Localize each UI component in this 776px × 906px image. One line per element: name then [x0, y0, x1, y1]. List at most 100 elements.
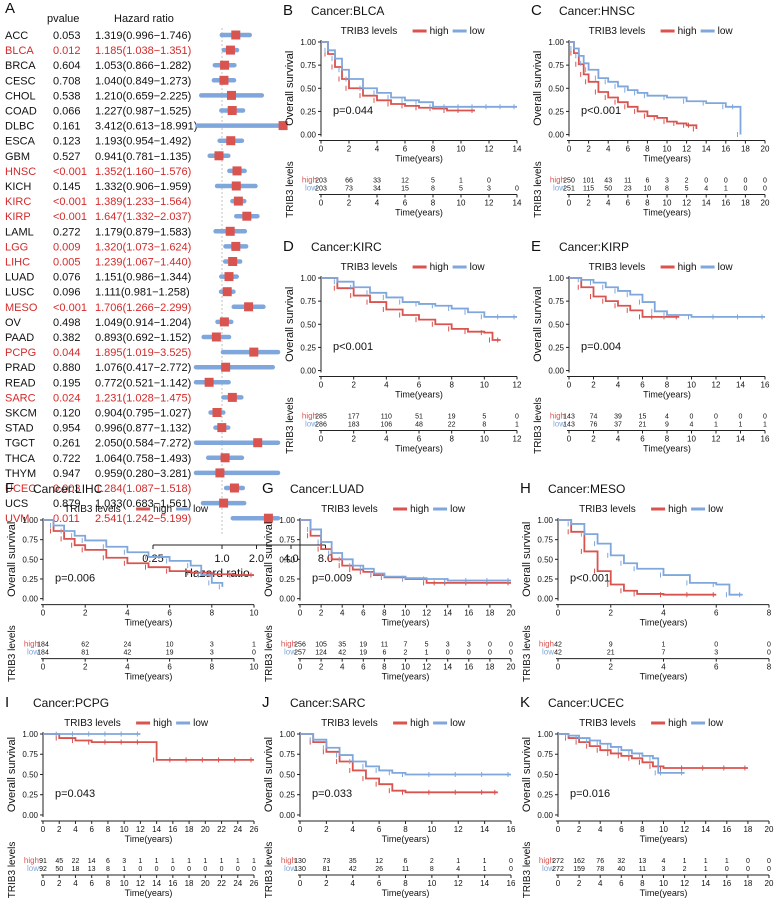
risk-count-high: 42 — [554, 642, 562, 649]
forest-hr-ci: 1.284(1.087−1.518) — [95, 483, 191, 495]
risk-x-tick-label: 4 — [661, 663, 666, 672]
risk-x-tick-label: 2 — [586, 199, 591, 208]
legend-title: TRIB3 levels — [341, 262, 398, 273]
legend-title: TRIB3 levels — [589, 262, 646, 273]
risk-count-low: 42 — [554, 650, 562, 657]
forest-pvalue: 0.272 — [53, 226, 81, 238]
risk-count-low: 203 — [315, 186, 327, 193]
risk-x-tick-label: 4 — [73, 879, 78, 888]
legend-high-label: high — [153, 504, 172, 515]
km-y-label: Overall survival — [263, 737, 275, 812]
km-y-tick-label: 0.50 — [537, 770, 553, 779]
risk-count-low: 0 — [203, 866, 207, 873]
forest-cancer-label: CESC — [5, 75, 36, 87]
km-x-tick-label: 0 — [298, 825, 303, 834]
km-y-tick-label: 0.25 — [548, 107, 564, 116]
km-x-tick-label: 4 — [351, 825, 356, 834]
risk-count-high: 7 — [404, 642, 408, 649]
km-x-label: Time(years) — [643, 154, 691, 164]
risk-count-high: 0 — [690, 414, 694, 421]
risk-count-high: 0 — [515, 414, 519, 421]
risk-count-low: 10 — [644, 186, 652, 193]
risk-row-label-low: low — [284, 648, 296, 657]
risk-count-high: 1 — [252, 858, 256, 865]
km-x-tick-label: 18 — [741, 145, 750, 154]
risk-x-tick-label: 10 — [401, 663, 410, 672]
km-y-tick-label: 0.75 — [537, 536, 553, 545]
risk-count-high: 0 — [739, 414, 743, 421]
km-y-label: Overall survival — [532, 51, 544, 126]
km-y-label: Overall survival — [263, 522, 275, 597]
risk-x-tick-label: 12 — [485, 199, 494, 208]
panel-letter: F — [5, 480, 14, 497]
risk-count-low: 6 — [382, 650, 386, 657]
risk-x-tick-label: 2 — [591, 435, 596, 444]
risk-x-tick-label: 4 — [351, 879, 356, 888]
km-x-tick-label: 2 — [351, 381, 356, 390]
km-x-tick-label: 8 — [665, 381, 670, 390]
risk-count-high: 5 — [431, 178, 435, 185]
km-pvalue: p<0.001 — [333, 341, 373, 353]
risk-count-low: 4 — [690, 422, 694, 429]
risk-x-tick-label: 6 — [619, 879, 624, 888]
risk-x-tick-label: 20 — [765, 879, 774, 888]
risk-count-low: 0 — [767, 866, 771, 873]
risk-count-low: 34 — [373, 186, 381, 193]
km-x-tick-label: 6 — [640, 381, 645, 390]
km-x-tick-label: 14 — [443, 609, 452, 618]
forest-cancer-label: LAML — [5, 226, 34, 238]
km-x-tick-label: 12 — [682, 145, 691, 154]
km-y-tick-label: 1.00 — [279, 516, 295, 525]
legend-low-label: low — [708, 504, 724, 515]
risk-table-title: TRIB3 levels — [285, 161, 296, 218]
risk-count-high: 13 — [639, 858, 647, 865]
risk-count-low: 184 — [37, 650, 49, 657]
risk-count-high: 1 — [459, 178, 463, 185]
forest-header-hr: Hazard ratio — [114, 13, 174, 25]
risk-count-high: 177 — [348, 414, 360, 421]
legend-low-label: low — [193, 718, 209, 729]
risk-x-tick-label: 2 — [609, 663, 614, 672]
legend-high-label: high — [430, 262, 449, 273]
km-y-label: Overall survival — [284, 287, 296, 362]
km-pvalue: p=0.009 — [312, 572, 352, 584]
risk-x-tick-label: 12 — [712, 435, 721, 444]
km-title: Cancer:PCPG — [33, 696, 109, 710]
risk-x-tick-label: 12 — [680, 879, 689, 888]
risk-count-low: 8 — [431, 186, 435, 193]
km-y-tick-label: 0.00 — [537, 595, 553, 604]
km-x-tick-label: 0 — [319, 145, 324, 154]
km-curve-low — [300, 733, 511, 776]
forest-cancer-label: UCS — [5, 498, 28, 510]
risk-row-label-high: high — [539, 640, 554, 649]
forest-hr-ci: 1.227(0.987−1.525) — [95, 106, 191, 118]
risk-row-label-low: low — [542, 864, 554, 873]
risk-count-high: 66 — [345, 178, 353, 185]
risk-x-tick-label: 18 — [741, 199, 750, 208]
forest-cancer-label: BRCA — [5, 60, 36, 72]
risk-count-low: 21 — [639, 422, 647, 429]
forest-cancer-label: BLCA — [5, 45, 34, 57]
risk-count-low: 81 — [322, 866, 330, 873]
km-x-tick-label: 18 — [743, 825, 752, 834]
km-y-tick-label: 1.00 — [22, 730, 38, 739]
legend-high-label: high — [678, 262, 697, 273]
forest-hr-box — [217, 423, 227, 433]
risk-count-high: 3 — [446, 642, 450, 649]
forest-pvalue: 0.012 — [53, 45, 81, 57]
forest-pvalue: 0.053 — [53, 30, 81, 42]
km-curve-low — [300, 519, 511, 582]
risk-x-tick-label: 12 — [682, 199, 691, 208]
risk-count-low: 0 — [515, 186, 519, 193]
km-y-tick-label: 0.00 — [22, 811, 38, 820]
km-x-tick-label: 12 — [485, 145, 494, 154]
km-x-tick-label: 14 — [513, 145, 522, 154]
km-x-tick-label: 14 — [480, 825, 489, 834]
km-pvalue: p<0.001 — [570, 572, 610, 584]
risk-x-tick-label: 6 — [403, 199, 408, 208]
km-x-tick-label: 16 — [168, 825, 177, 834]
risk-x-tick-label: 10 — [687, 435, 696, 444]
risk-count-high: 2 — [430, 858, 434, 865]
